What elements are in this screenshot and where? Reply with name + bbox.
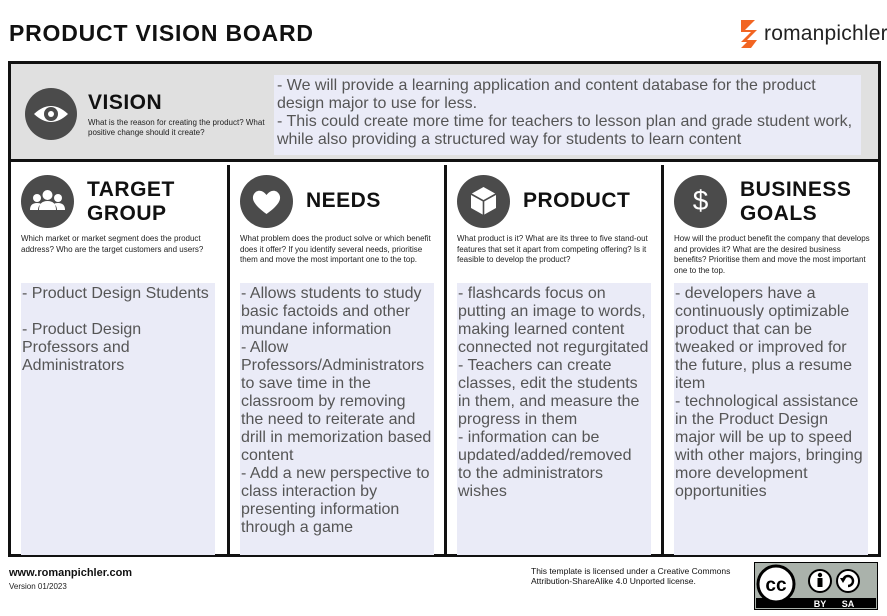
brand: romanpichler [738, 18, 887, 50]
vision-section: VISION What is the reason for creating t… [11, 64, 878, 162]
business-goals-text[interactable]: - developers have a continuously optimiz… [674, 283, 868, 555]
footer-version: Version 01/2023 [9, 582, 67, 591]
business-goals-title: BUSINESS GOALS [740, 178, 852, 225]
business-goals-section: $ BUSINESS GOALS How will the product be… [661, 165, 878, 557]
target-group-title: TARGET GROUP [87, 178, 175, 225]
cc-by-sa-badge: cc BY SA [754, 562, 878, 610]
vision-board: VISION What is the reason for creating t… [8, 61, 881, 557]
product-text[interactable]: - flashcards focus on putting an image t… [457, 283, 651, 555]
target-group-section: TARGET GROUP Which market or market segm… [11, 165, 227, 557]
romanpichler-logo-icon [741, 20, 757, 48]
product-prompt: What product is it? What are its three t… [457, 234, 648, 264]
product-section: PRODUCT What product is it? What are its… [444, 165, 661, 557]
by-label: BY [814, 599, 827, 609]
eye-icon [25, 88, 77, 140]
sa-label: SA [842, 599, 855, 609]
target-group-prompt: Which market or market segment does the … [21, 234, 204, 254]
page-title: PRODUCT VISION BOARD [9, 20, 314, 46]
needs-prompt: What problem does the product solve or w… [240, 234, 431, 264]
business-goals-prompt: How will the product benefit the company… [674, 234, 870, 275]
brand-name: romanpichler [764, 22, 887, 45]
footer-license: This template is licensed under a Creati… [531, 566, 731, 586]
dollar-icon: $ [674, 175, 727, 228]
footer-website: www.romanpichler.com [9, 567, 133, 579]
needs-section: NEEDS What problem does the product solv… [227, 165, 444, 557]
sa-share-alike-icon [836, 569, 860, 593]
product-title: PRODUCT [523, 189, 631, 212]
target-group-text[interactable]: - Product Design Students - Product Desi… [21, 283, 215, 555]
cc-logo-icon [756, 564, 796, 604]
needs-title: NEEDS [306, 189, 381, 212]
needs-text[interactable]: - Allows students to study basic factoid… [240, 283, 434, 555]
vision-title: VISION [88, 91, 163, 114]
svg-text:$: $ [693, 185, 709, 216]
people-icon [21, 175, 74, 228]
vision-prompt: What is the reason for creating the prod… [88, 118, 265, 137]
heart-icon [240, 175, 293, 228]
cube-icon [457, 175, 510, 228]
vision-text[interactable]: - We will provide a learning application… [274, 75, 861, 155]
cc-logo-text: cc [765, 575, 787, 596]
